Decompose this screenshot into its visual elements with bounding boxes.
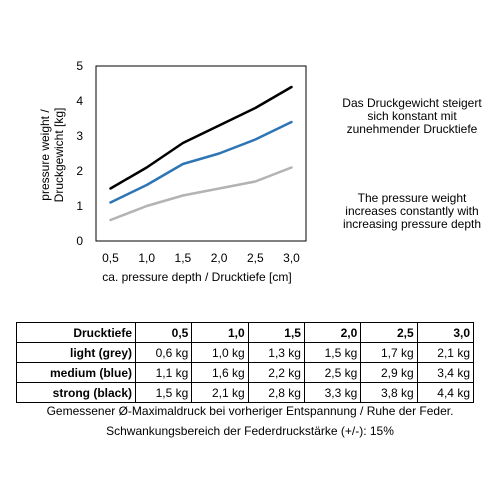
x-tick-label: 1,0 [138,251,155,265]
x-tick-label: 3,0 [283,251,300,265]
table-row-label: strong (black) [16,382,136,403]
x-tick-label: 2,5 [247,251,264,265]
plot-area [95,65,307,242]
y-tick-label: 3 [76,129,83,143]
y-tick-label: 5 [76,59,83,73]
series-lines [109,85,293,222]
table-row: medium (blue) 1,1 kg 1,6 kg 2,2 kg 2,5 k… [16,362,475,383]
y-axis-label-line2: Druckgewicht [kg] [52,108,66,203]
table-header-cell: 1,5 [247,322,305,343]
table-row: light (grey) 0,6 kg 1,0 kg 1,3 kg 1,5 kg… [16,342,475,363]
table-header-row: Drucktiefe 0,5 1,0 1,5 2,0 2,5 3,0 [16,322,475,343]
note-english: The pressure weight increases constantly… [342,191,482,231]
table-cell: 1,0 kg [191,342,249,363]
table-header-cell: 2,0 [303,322,362,343]
table-cell: 3,4 kg [416,362,475,383]
footnote-tolerance: Schwankungsbereich der Federdruckstärke … [106,424,394,438]
y-axis-label-line1: pressure weight / [38,109,52,201]
table-cell: 1,1 kg [134,362,193,383]
table-cell: 0,6 kg [134,342,193,363]
table-cell: 2,1 kg [416,342,475,363]
y-tick-label: 4 [76,94,83,108]
footnote-measurement: Gemessener Ø-Maximaldruck bei vorheriger… [46,404,454,418]
y-tick-label: 2 [76,164,83,178]
table-cell: 2,9 kg [360,362,418,383]
note-german: Das Druckgewicht steigert sich konstant … [342,96,482,136]
table-header-cell: 0,5 [134,322,193,343]
table-row: strong (black) 1,5 kg 2,1 kg 2,8 kg 3,3 … [16,382,475,403]
series-line-medium [109,120,293,204]
x-tick-label: 2,0 [211,251,228,265]
table-cell: 3,8 kg [360,382,418,403]
table-cell: 1,6 kg [191,362,249,383]
x-tick-label: 0,5 [102,251,119,265]
table-cell: 4,4 kg [416,382,475,403]
x-axis-ticks: 0,5 1,0 1,5 2,0 2,5 3,0 [102,251,300,265]
series-line-light [109,166,293,222]
table-cell: 1,7 kg [360,342,418,363]
table-cell: 1,5 kg [134,382,193,403]
x-tick-label: 1,5 [175,251,192,265]
table-cell: 1,5 kg [303,342,362,363]
table-header-cell: Drucktiefe [16,322,136,343]
series-line-strong [109,85,293,190]
y-tick-label: 0 [76,234,83,248]
table-cell: 2,2 kg [247,362,305,383]
table-cell: 2,5 kg [303,362,362,383]
table-cell: 3,3 kg [303,382,362,403]
table-header-cell: 3,0 [416,322,475,343]
table-header-cell: 2,5 [360,322,418,343]
table-cell: 2,8 kg [247,382,305,403]
y-axis-ticks: 0 1 2 3 4 5 [76,59,83,248]
table-cell: 2,1 kg [191,382,249,403]
x-axis-label: ca. pressure depth / Drucktiefe [cm] [102,270,291,284]
table-cell: 1,3 kg [247,342,305,363]
y-tick-label: 1 [76,199,83,213]
table-row-label: medium (blue) [16,362,136,383]
table-row-label: light (grey) [16,342,136,363]
chart: 0 1 2 3 4 5 0,5 1,0 1,5 2,0 2,5 3,0 pressure weigh… [38,59,307,284]
table-header-cell: 1,0 [191,322,249,343]
pressure-table: Drucktiefe 0,5 1,0 1,5 2,0 2,5 3,0 light… [16,322,475,403]
